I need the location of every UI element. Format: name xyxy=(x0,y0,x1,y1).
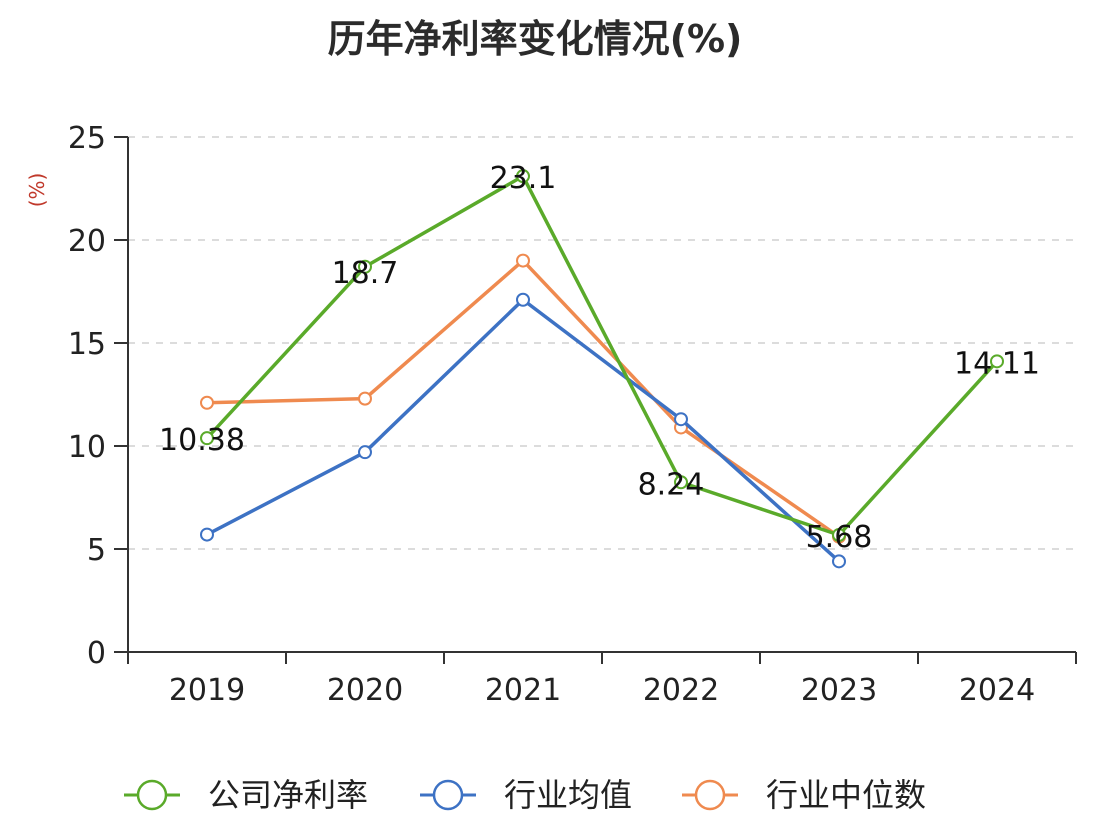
y-tick-label: 15 xyxy=(68,327,106,362)
y-tick-label: 5 xyxy=(87,533,106,568)
data-label: 18.7 xyxy=(332,256,399,291)
x-tick-label: 2024 xyxy=(959,673,1035,708)
legend-marker xyxy=(694,779,726,811)
y-tick-label: 20 xyxy=(68,224,106,259)
y-tick-label: 25 xyxy=(68,121,106,156)
data-point xyxy=(516,253,530,268)
x-tick-label: 2019 xyxy=(169,673,245,708)
data-label: 8.24 xyxy=(638,467,705,502)
data-point xyxy=(200,527,214,542)
legend-label: 行业中位数 xyxy=(766,776,926,814)
data-label: 23.1 xyxy=(490,161,557,196)
data-point xyxy=(832,554,846,569)
data-point xyxy=(990,354,1004,369)
data-point xyxy=(200,431,214,446)
x-tick-label: 2020 xyxy=(327,673,403,708)
data-labels: 10.38 18.7 23.1 8.24 5.68 14.11 xyxy=(159,161,1040,555)
data-point xyxy=(674,412,688,427)
data-point xyxy=(832,527,846,542)
chart-title: 历年净利率变化情况(%) xyxy=(328,17,743,61)
x-tick-label: 2022 xyxy=(643,673,719,708)
data-label: 14.11 xyxy=(954,346,1040,381)
data-label: 5.68 xyxy=(806,520,873,555)
data-point xyxy=(516,292,530,307)
legend-marker xyxy=(432,779,464,811)
legend-label: 行业均值 xyxy=(504,776,632,814)
series-layer xyxy=(200,169,1004,569)
x-tick-label: 2021 xyxy=(485,673,561,708)
data-point xyxy=(358,259,372,274)
data-point xyxy=(200,395,214,410)
legend: 公司净利率 行业均值 行业中位数 xyxy=(124,776,926,814)
legend-marker xyxy=(136,779,168,811)
data-point xyxy=(358,391,372,406)
y-tick-label: 0 xyxy=(87,636,106,671)
x-tick-label: 2023 xyxy=(801,673,877,708)
data-point xyxy=(674,475,688,490)
y-axis-label: (%) xyxy=(25,173,49,208)
series-line xyxy=(206,297,841,563)
data-point xyxy=(516,169,530,184)
legend-label: 公司净利率 xyxy=(208,776,368,814)
series-line xyxy=(205,174,999,537)
data-label: 10.38 xyxy=(159,423,245,458)
axes: 0 5 10 15 20 25 2019 2020 2021 2022 2023 2024 xyxy=(68,121,1077,708)
data-point xyxy=(358,445,372,460)
y-tick-label: 10 xyxy=(68,430,106,465)
